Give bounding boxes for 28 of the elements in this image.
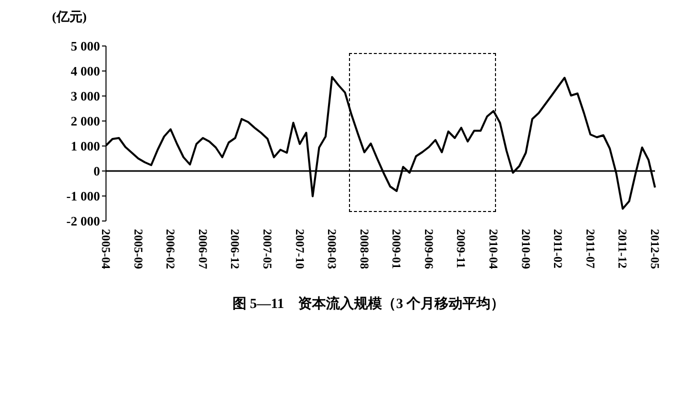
y-tick-label: -2 000 <box>66 214 100 229</box>
x-tick-label: 2011-07 <box>583 229 598 268</box>
x-tick-label: 2009-01 <box>390 229 404 269</box>
x-tick-label: 2006-12 <box>228 229 242 269</box>
x-tick-label: 2007-10 <box>292 229 307 269</box>
x-tick-label: 2009-06 <box>422 229 436 269</box>
x-tick-label: 2011-02 <box>551 229 566 268</box>
x-tick-label: 2007-05 <box>260 229 274 269</box>
x-tick-label: 2008-03 <box>325 229 340 269</box>
x-tick-label: 2006-02 <box>164 229 178 269</box>
y-tick-label: 5 000 <box>70 38 100 54</box>
x-tick-label: 2008-08 <box>357 229 372 269</box>
y-tick-label: 1 000 <box>70 138 100 154</box>
y-tick-label: 3 000 <box>70 88 100 104</box>
x-tick-label: 2006-07 <box>196 229 210 269</box>
x-tick-label: 2010-04 <box>486 229 501 269</box>
x-tick-label: 2005-04 <box>99 229 113 269</box>
x-tick-label: 2010-09 <box>518 229 533 269</box>
x-tick-label: 2012-05 <box>648 229 662 269</box>
y-tick-label: -1 000 <box>66 188 100 204</box>
y-tick-label: 4 000 <box>70 64 100 79</box>
y-axis-title: (亿元) <box>52 8 87 26</box>
x-tick-label: 2011-12 <box>616 229 630 268</box>
x-tick-label: 2005-09 <box>131 229 146 269</box>
y-tick-label: 0 <box>94 164 100 179</box>
text: 图 5—11 资本流入规模（3 个月移动平均） <box>231 295 506 313</box>
y-tick-label: 2 000 <box>70 114 100 129</box>
x-tick-label: 2009-11 <box>454 229 468 268</box>
